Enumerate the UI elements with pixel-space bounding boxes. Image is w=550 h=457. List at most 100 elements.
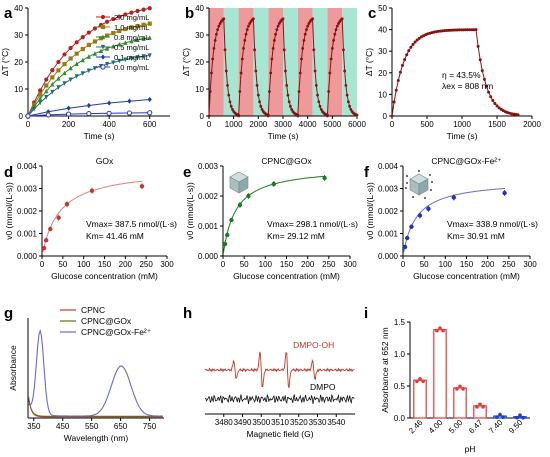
x-tick-label: 1000 [453,120,471,129]
laser-on-band [268,8,283,116]
x-tick-label: 150 [280,260,294,269]
data-point [459,28,463,32]
data-point [466,28,470,32]
vmax-annotation: Vmax= 387.5 nmol/(L·s) [86,219,177,229]
data-point [355,113,359,117]
y-tick-label: 0.003 [17,185,38,194]
iron-ion-dot [412,196,414,198]
panel-d-axes: 0 50 100 150 200 250 300 0.000 0.001 0.002 0.003 0.… [4,162,174,281]
data-point [275,28,279,32]
michaelis-menten-fit [402,187,506,254]
x-tick-label: 100 [259,260,273,269]
data-point [105,19,110,24]
x-tick-label: 200 [481,260,495,269]
data-point [105,62,110,67]
km-annotation: Km= 29.12 mM [267,231,325,241]
x-tick-label: 5.00 [447,418,465,436]
y-tick-label: 30 [14,31,23,40]
panel-i-series: 0.0 0.5 1.0 1.5 2.46 4.00 5.00 6.47 7.40 9.50 pH Ab… [380,318,530,454]
data-point [411,42,415,46]
data-point [25,113,31,119]
y-axis-label: Absorbance at 652 nm [380,327,390,413]
y-axis-label: v0 (mmol/(L·s)) [4,182,14,240]
data-point [225,232,230,238]
data-point [480,69,484,73]
data-point [349,108,353,111]
x-tick-label: 250 [139,260,153,269]
data-point [222,17,226,21]
data-point [307,22,311,25]
data-point [298,71,302,75]
replicate-point [518,413,522,418]
data-point [38,92,43,97]
x-axis-label: Wavelength (nm) [64,433,129,443]
data-point [74,40,79,45]
x-tick-label: 0 [390,120,395,129]
data-point [105,46,110,51]
y-tick-label: 0.004 [17,162,38,171]
data-point [415,38,419,42]
data-point [228,100,232,104]
legend-label: 2.0 mg/mL [114,13,149,22]
data-point [123,57,128,63]
replicate-point [495,415,499,419]
data-point [141,22,146,27]
x-tick-label: 50 [58,260,67,269]
data-point [326,114,329,118]
data-point [44,88,49,94]
legend-label: 0.5 mg/mL [114,43,149,52]
data-point [135,8,140,14]
replicate-point [498,412,502,417]
iron-ion-dot [430,189,432,191]
data-point [147,6,152,11]
x-tick-label: 3000 [274,120,292,129]
x-tick-label: 300 [523,260,537,269]
data-point [117,58,122,64]
data-point [334,28,338,32]
data-point [290,108,294,111]
data-point [394,88,398,92]
legend-label: 1.0 mg/mL [114,23,149,32]
data-point [86,54,91,59]
x-axis-label: Time (s) [84,131,115,141]
data-point [107,100,112,106]
data-point [86,110,92,117]
data-point [409,45,413,49]
panel-letter-c: c [368,5,376,22]
data-point [210,71,213,75]
dmpo-oh-spectrum [204,351,355,388]
data-point [485,84,488,88]
data-point [222,241,228,247]
data-point [255,83,259,87]
chart-title: CPNC@GOx-Fe²⁺ [431,156,502,166]
panel-b-axes: 0 1000 2000 3000 4000 5000 6000 0 10 20 30 40 Time (… [181,4,366,141]
x-tick-label: 3500 [252,418,270,427]
cube-right-face [418,178,429,196]
x-tick-label: 750 [143,422,157,431]
data-point [100,24,106,30]
wavelength-annotation: λex = 808 nm [442,81,493,91]
vmax-annotation: Vmax= 338.9 nmol/(L·s) [447,219,538,229]
data-point [245,28,249,32]
data-point [50,68,55,73]
data-point [457,28,461,32]
data-point [80,46,85,52]
data-point [268,90,271,93]
data-point [266,114,270,118]
data-point [129,25,134,30]
data-point [62,81,67,86]
chart-title: CPNC@GOx [261,156,312,166]
data-point [92,39,98,44]
y-tick-label: 20 [195,58,204,67]
data-point [303,32,307,36]
data-point [464,28,467,32]
data-point [223,48,227,52]
data-point [86,30,91,35]
x-axis-label: Glucose concentration (mM) [51,271,158,281]
x-tick-label: 650 [114,422,128,431]
data-point [44,83,49,88]
y-tick-label: 0.004 [378,162,399,171]
data-point [314,83,318,87]
x-tick-label: 4.00 [427,418,445,436]
iron-ion-dot [431,181,433,183]
